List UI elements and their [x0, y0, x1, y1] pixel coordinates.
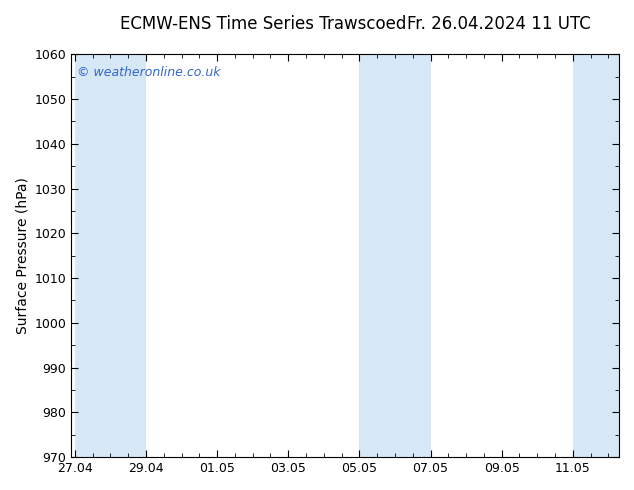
Text: © weatheronline.co.uk: © weatheronline.co.uk [77, 66, 220, 79]
Bar [75, 54, 110, 457]
Text: ECMW-ENS Time Series Trawscoed: ECMW-ENS Time Series Trawscoed [120, 15, 406, 33]
Bar [110, 54, 146, 457]
Bar [573, 54, 619, 457]
Text: Fr. 26.04.2024 11 UTC: Fr. 26.04.2024 11 UTC [406, 15, 590, 33]
Bar [395, 54, 430, 457]
Y-axis label: Surface Pressure (hPa): Surface Pressure (hPa) [15, 177, 29, 334]
Bar [359, 54, 395, 457]
